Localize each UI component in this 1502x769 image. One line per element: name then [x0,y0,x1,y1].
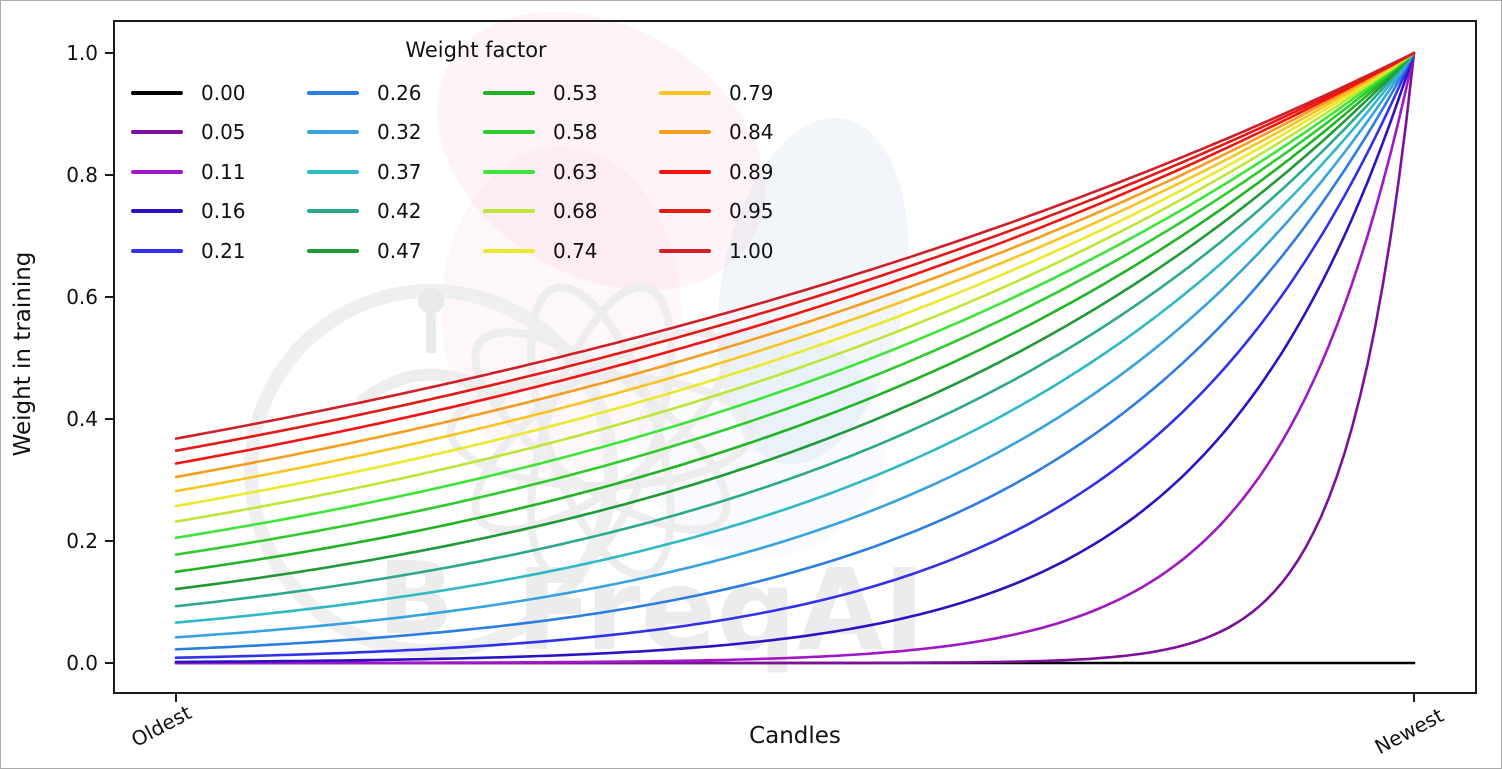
ytick-label: 0.4 [66,407,98,431]
legend-label: 1.00 [729,238,774,263]
legend-grid: 0.00 0.05 0.11 0.16 0.21 0.26 0.32 0.37 0.42 0.47… [131,73,835,271]
series-line-0.26 [174,51,1416,651]
series-line-0.84 [174,51,1416,479]
legend-swatch [307,90,359,95]
ytick-label: 0.0 [66,651,98,675]
x-tick-marks [175,693,1415,702]
y-tick-marks [105,52,114,664]
legend-swatch [483,90,535,95]
legend-label: 0.58 [553,120,598,145]
series-line-0.21 [174,51,1416,660]
legend-item-0.63: 0.63 [483,160,659,184]
legend-item-0.74: 0.74 [483,239,659,263]
legend-swatch [307,130,359,135]
legend-swatch [659,169,711,174]
legend-swatch [483,248,535,253]
series-line-0.47 [174,51,1416,591]
series-line-0.68 [174,51,1416,523]
legend-item-0.32: 0.32 [307,120,483,144]
ytick-label: 1.0 [66,41,98,65]
watermark-antenna-ball [418,288,444,314]
legend-swatch [131,130,183,135]
series-line-0.95 [174,51,1416,453]
legend-label: 0.89 [729,159,774,184]
legend-label: 0.63 [553,159,598,184]
legend-item-0.47: 0.47 [307,239,483,263]
series-line-0.32 [174,51,1416,639]
legend-label: 0.21 [201,238,246,263]
legend-item-0.37: 0.37 [307,160,483,184]
x-axis-label: Candles [749,723,841,749]
watermark-petals [447,283,755,579]
series-line-0.58 [174,51,1416,556]
legend: Weight factor 0.00 0.05 0.11 0.16 0.21 0.26 0.… [131,35,835,271]
legend-label: 0.32 [377,120,422,145]
legend-label: 0.84 [729,120,774,145]
legend-swatch [483,209,535,214]
legend-item-0.89: 0.89 [659,160,835,184]
legend-label: 0.47 [377,238,422,263]
plot-border [113,20,1477,694]
legend-swatch [659,248,711,253]
series-line-0.37 [174,51,1416,624]
legend-swatch [307,248,359,253]
legend-item-0.79: 0.79 [659,81,835,105]
legend-item-1.00: 1.00 [659,239,835,263]
legend-label: 0.11 [201,159,246,184]
series-line-1.00 [174,51,1416,440]
series-line-0.63 [174,51,1416,540]
legend-item-0.00: 0.00 [131,81,307,105]
y-axis-label: Weight in training [10,251,36,457]
legend-swatch [307,209,359,214]
ytick-label: 0.2 [66,529,98,553]
legend-item-0.95: 0.95 [659,199,835,223]
legend-label: 0.37 [377,159,422,184]
ytick-label: 0.6 [66,285,98,309]
legend-label: 0.95 [729,199,774,224]
legend-item-0.53: 0.53 [483,81,659,105]
legend-item-0.58: 0.58 [483,120,659,144]
legend-label: 0.00 [201,80,246,105]
legend-label: 0.42 [377,199,422,224]
series-lines [174,51,1416,665]
legend-label: 0.53 [553,80,598,105]
legend-item-0.42: 0.42 [307,199,483,223]
legend-swatch [307,169,359,174]
series-line-0.79 [174,51,1416,493]
legend-label: 0.74 [553,238,598,263]
legend-label: 0.68 [553,199,598,224]
ytick-label: 0.8 [66,163,98,187]
legend-swatch [131,248,183,253]
legend-label: 0.16 [201,199,246,224]
legend-swatch [659,209,711,214]
series-line-0.89 [174,51,1416,465]
legend-swatch [131,169,183,174]
legend-item-0.21: 0.21 [131,239,307,263]
legend-item-0.68: 0.68 [483,199,659,223]
series-line-0.53 [174,51,1416,574]
legend-item-0.05: 0.05 [131,120,307,144]
series-line-0.16 [174,51,1416,664]
legend-swatch [131,209,183,214]
legend-item-0.11: 0.11 [131,160,307,184]
legend-title: Weight factor [405,38,547,62]
legend-item-0.26: 0.26 [307,81,483,105]
legend-swatch [659,90,711,95]
legend-label: 0.05 [201,120,246,145]
series-line-0.74 [174,51,1416,508]
series-line-0.11 [174,51,1416,665]
legend-swatch [659,130,711,135]
legend-swatch [483,130,535,135]
legend-item-0.16: 0.16 [131,199,307,223]
legend-swatch [131,90,183,95]
legend-label: 0.79 [729,80,774,105]
legend-label: 0.26 [377,80,422,105]
series-line-0.42 [174,51,1416,608]
legend-item-0.84: 0.84 [659,120,835,144]
watermark-blue-shape [717,117,909,465]
watermark-pink-shape [437,11,765,291]
legend-swatch [483,169,535,174]
